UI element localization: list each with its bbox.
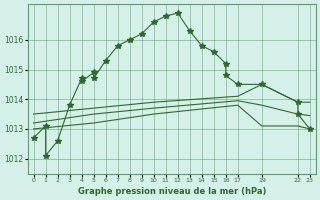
- X-axis label: Graphe pression niveau de la mer (hPa): Graphe pression niveau de la mer (hPa): [77, 187, 266, 196]
